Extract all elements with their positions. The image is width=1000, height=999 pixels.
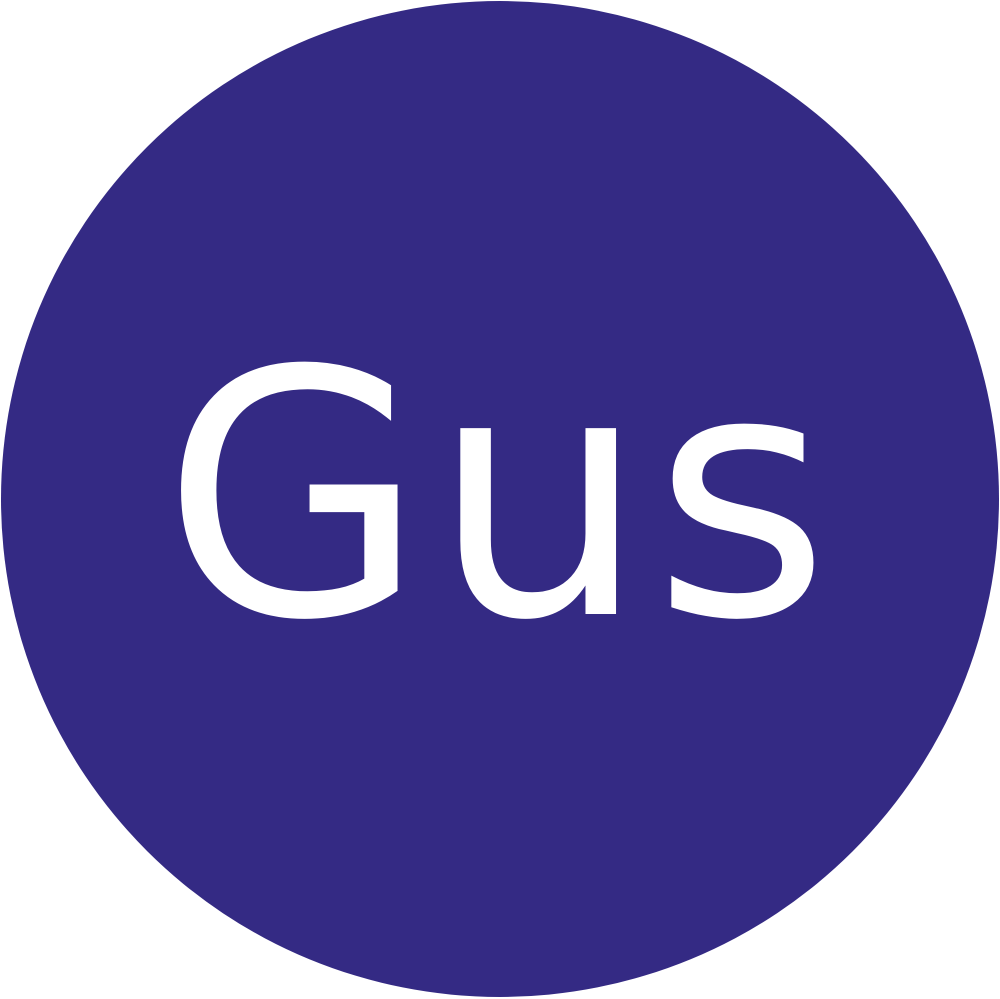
avatar-initials: Gus	[161, 299, 837, 695]
